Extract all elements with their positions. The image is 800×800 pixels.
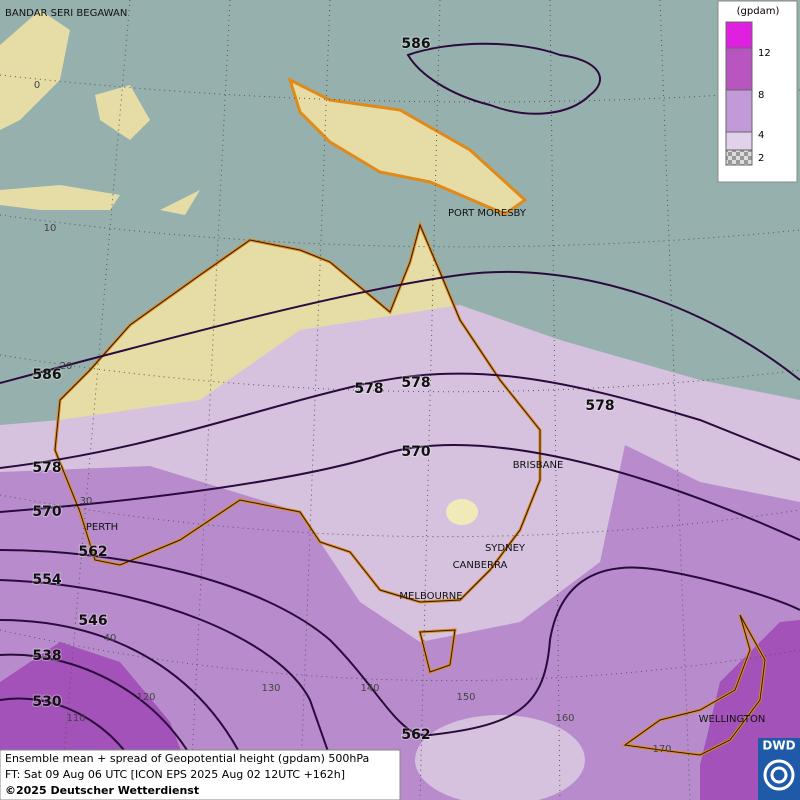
legend: (gpdam) 12 8 4 2	[717, 0, 798, 183]
contours	[0, 42, 800, 800]
legend-tick: 4	[758, 130, 764, 141]
contour-label: 586	[32, 367, 61, 383]
contour-label: 530	[32, 694, 61, 710]
contour-label: 578	[585, 398, 614, 414]
grid-label: 40	[104, 633, 117, 644]
contour-label: 570	[401, 444, 430, 460]
grid-label: 170	[652, 744, 671, 755]
contour-label: 562	[401, 727, 430, 743]
contour-label: 562	[78, 544, 107, 560]
contour-label: 570	[32, 504, 61, 520]
grid-label: 30	[80, 496, 93, 507]
legend-tick: 12	[758, 48, 771, 59]
place-label: PORT MORESBY	[448, 208, 527, 219]
grid-label: 150	[456, 692, 475, 703]
legend-tick: 2	[758, 153, 764, 164]
footer-line: FT: Sat 09 Aug 06 UTC [ICON EPS 2025 Aug…	[5, 768, 345, 781]
place-label: SYDNEY	[485, 543, 526, 554]
contour-label: 538	[32, 648, 61, 664]
grid-label: 140	[360, 683, 379, 694]
grid-label: 120	[136, 692, 155, 703]
place-label: CANBERRA	[453, 560, 508, 571]
coastlines	[53, 77, 767, 757]
grid-label: 10	[44, 223, 57, 234]
footer-line: ©2025 Deutscher Wetterdienst	[5, 784, 199, 797]
footer: Ensemble mean + spread of Geopotential h…	[0, 749, 401, 800]
contour-label: 554	[32, 572, 61, 588]
labels: 0 10 20 30 40 110 120 130 140 150 160 170 BANDAR SER…	[5, 8, 765, 755]
logo-text: DWD	[762, 739, 795, 753]
contour-label: 578	[32, 460, 61, 476]
contour-label: 586	[401, 36, 430, 52]
place-label: BRISBANE	[513, 460, 564, 471]
place-label: WELLINGTON	[699, 714, 766, 725]
place-label: PERTH	[86, 522, 118, 533]
contour-label: 578	[401, 375, 430, 391]
legend-tick: 8	[758, 90, 764, 101]
footer-line: Ensemble mean + spread of Geopotential h…	[5, 752, 369, 765]
place-label: BANDAR SERI BEGAWAN	[5, 8, 127, 19]
grid-label: 0	[34, 80, 40, 91]
grid-label: 20	[60, 361, 73, 372]
grid-label: 110	[66, 713, 85, 724]
dwd-logo: DWD	[758, 738, 800, 800]
grid-label: 130	[261, 683, 280, 694]
legend-title: (gpdam)	[737, 6, 780, 17]
contour-label: 546	[78, 613, 107, 629]
grid-label: 160	[555, 713, 574, 724]
place-label: MELBOURNE	[399, 591, 462, 602]
contour-label: 578	[354, 381, 383, 397]
